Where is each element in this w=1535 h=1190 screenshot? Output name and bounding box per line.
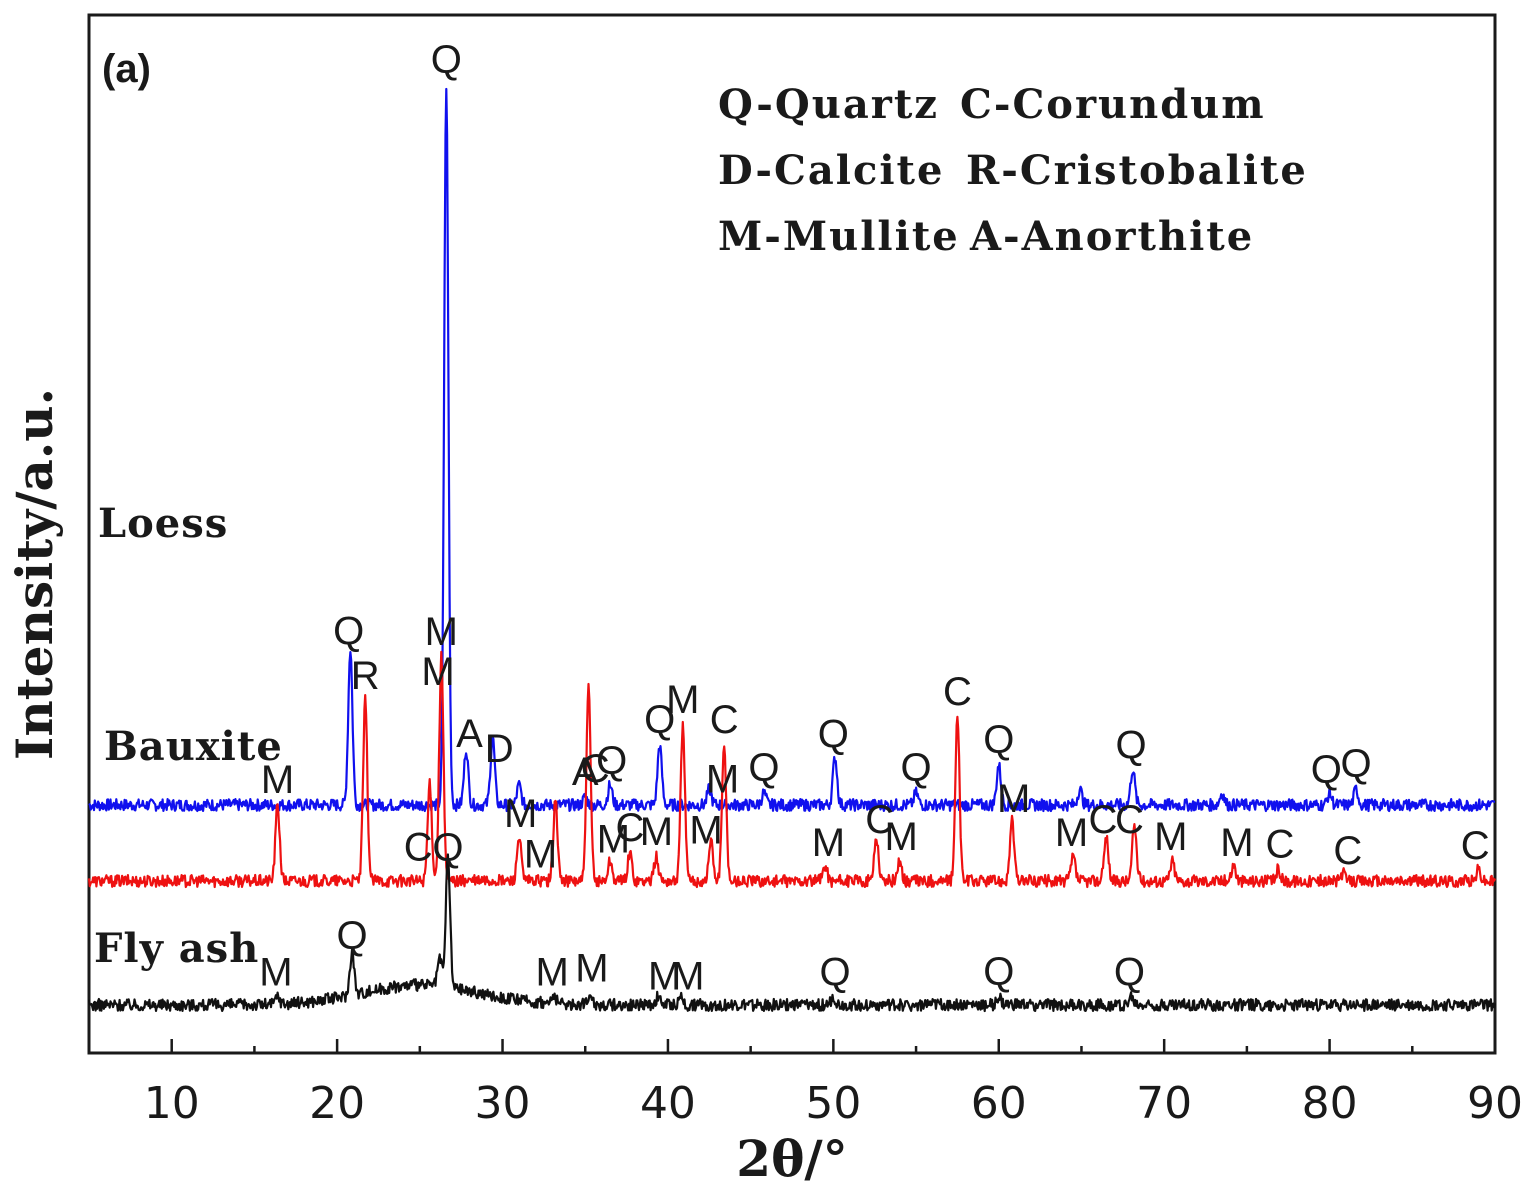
peak-annotation: Q	[1340, 742, 1371, 786]
x-tick-label: 30	[475, 1078, 531, 1129]
peak-annotation: A	[456, 712, 483, 756]
legend-item-calcite: D-Calcite	[718, 147, 944, 194]
peak-annotation: Q	[1114, 950, 1145, 994]
series-layer	[87, 87, 1497, 1013]
series-label: Bauxite	[104, 723, 283, 770]
peak-annotation: Q	[432, 826, 463, 870]
peak-annotation: M	[421, 650, 454, 694]
peak-annotation: Q	[900, 746, 931, 790]
peak-annotation: M	[1220, 821, 1253, 865]
x-axis: 10 20 30 40 50 60 70 80 90	[87, 1039, 1523, 1129]
peak-annotation: M	[524, 833, 557, 877]
peak-annotation: Q	[748, 746, 779, 790]
peak-annotation: C	[865, 798, 894, 842]
peak-annotation: M	[666, 678, 699, 722]
peak-annotation: Q	[1311, 748, 1342, 792]
peak-annotation: M	[259, 950, 292, 994]
x-tick-label: 10	[144, 1078, 200, 1129]
legend: Q-Quartz C-Corundum D-Calcite R-Cristoba…	[718, 81, 1308, 260]
peak-annotation: C	[1266, 823, 1295, 867]
series-labels: Loess Bauxite Fly ash	[94, 500, 283, 972]
x-axis-title: 2θ/°	[736, 1129, 847, 1188]
peak-annotation: M	[425, 610, 458, 654]
peak-annotation: C	[615, 806, 644, 850]
peak-annotation: M	[885, 815, 918, 859]
legend-item-mullite: M-Mullite	[718, 213, 960, 260]
x-tick-label: 20	[309, 1078, 365, 1129]
peak-annotation: M	[706, 757, 739, 801]
legend-item-corundum: C-Corundum	[960, 81, 1266, 128]
peak-annotation: Q	[818, 712, 849, 756]
peak-annotation: R	[351, 654, 380, 698]
peak-annotation: A	[572, 750, 599, 794]
series-label: Fly ash	[94, 925, 259, 972]
x-tick-label: 70	[1136, 1078, 1192, 1129]
y-axis-title: Intensity/a.u.	[5, 388, 64, 760]
series-line-loess	[88, 87, 1496, 813]
series-line-fly-ash	[87, 853, 1497, 1013]
peak-annotation: M	[997, 777, 1030, 821]
peak-annotation: Q	[819, 950, 850, 994]
peak-annotation: M	[640, 810, 673, 854]
peak-annotation: M	[812, 821, 845, 865]
peak-annotation: D	[485, 727, 514, 771]
peak-annotation: C	[1115, 798, 1144, 842]
peak-annotation: C	[1333, 829, 1362, 873]
legend-item-anorthite: A-Anorthite	[969, 213, 1254, 260]
peak-annotation: C	[943, 670, 972, 714]
peak-annotation: Q	[1116, 724, 1147, 768]
peak-annotation: C	[404, 825, 433, 869]
series-line-bauxite	[87, 650, 1497, 889]
peak-annotation: C	[1089, 798, 1118, 842]
plot-frame	[87, 13, 1497, 1055]
peak-annotation: Q	[983, 950, 1014, 994]
legend-item-quartz: Q-Quartz	[718, 81, 939, 128]
peak-annotation: M	[648, 954, 681, 998]
x-tick-label: 50	[805, 1078, 861, 1129]
peak-annotation: M	[261, 758, 294, 802]
x-tick-label: 40	[640, 1078, 696, 1129]
peak-annotation: Q	[983, 718, 1014, 762]
x-tick-label: 60	[971, 1078, 1027, 1129]
peak-annotation: C	[710, 698, 739, 742]
panel-label: (a)	[102, 47, 151, 91]
peak-annotation: M	[1055, 811, 1088, 855]
peak-annotation: M	[535, 950, 568, 994]
peak-annotation: M	[504, 792, 537, 836]
peak-annotation: Q	[333, 610, 364, 654]
series-label: Loess	[98, 500, 228, 547]
peak-annotation: Q	[336, 914, 367, 958]
legend-item-cristobalite: R-Cristobalite	[966, 147, 1308, 194]
peak-annotation: C	[581, 747, 610, 791]
x-tick-label: 80	[1302, 1078, 1358, 1129]
x-tick-label: 90	[1467, 1078, 1523, 1129]
peak-annotation: Q	[596, 739, 627, 783]
peak-annotation: M	[575, 947, 608, 991]
peak-annotation: Q	[431, 38, 462, 82]
peak-annotation: M	[597, 818, 630, 862]
peak-annotation: M	[671, 954, 704, 998]
peak-annotation: M	[689, 808, 722, 852]
peak-annotation: C	[1461, 824, 1490, 868]
peak-annotation: M	[1154, 815, 1187, 859]
peak-annotation: Q	[644, 698, 675, 742]
